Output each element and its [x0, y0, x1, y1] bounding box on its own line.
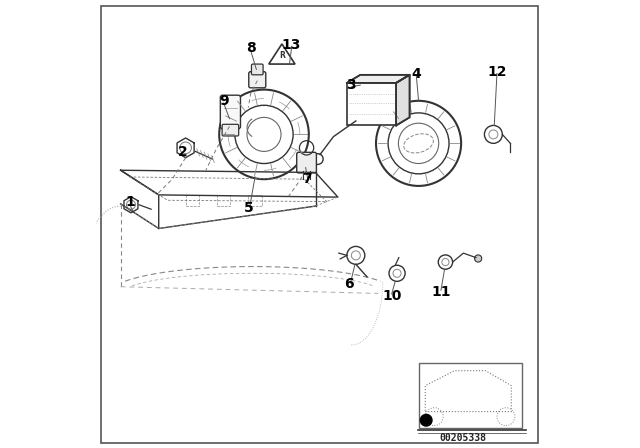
Text: 00205338: 00205338	[440, 433, 487, 443]
Bar	[347, 83, 396, 125]
Polygon shape	[396, 75, 410, 125]
FancyBboxPatch shape	[222, 125, 239, 136]
FancyBboxPatch shape	[252, 64, 263, 75]
Circle shape	[475, 255, 482, 262]
Text: 8: 8	[246, 41, 255, 55]
FancyBboxPatch shape	[297, 152, 316, 173]
Bar	[248, 195, 262, 206]
Text: 11: 11	[431, 285, 451, 299]
FancyBboxPatch shape	[249, 72, 266, 88]
Text: 3: 3	[346, 78, 356, 92]
Text: 7: 7	[301, 172, 312, 186]
Text: 2: 2	[177, 145, 188, 159]
Circle shape	[420, 414, 432, 426]
Text: R: R	[279, 51, 285, 60]
Text: 5: 5	[243, 201, 253, 215]
Text: 4: 4	[412, 67, 421, 81]
Text: 1: 1	[125, 195, 135, 210]
Bar	[217, 195, 230, 206]
Text: 10: 10	[382, 289, 401, 303]
FancyBboxPatch shape	[220, 95, 241, 129]
Text: 6: 6	[344, 277, 354, 292]
Text: 13: 13	[281, 38, 301, 52]
Polygon shape	[347, 75, 410, 83]
Bar	[186, 195, 199, 206]
Text: 9: 9	[219, 94, 228, 108]
Text: 12: 12	[487, 65, 507, 79]
Bar	[419, 363, 522, 428]
